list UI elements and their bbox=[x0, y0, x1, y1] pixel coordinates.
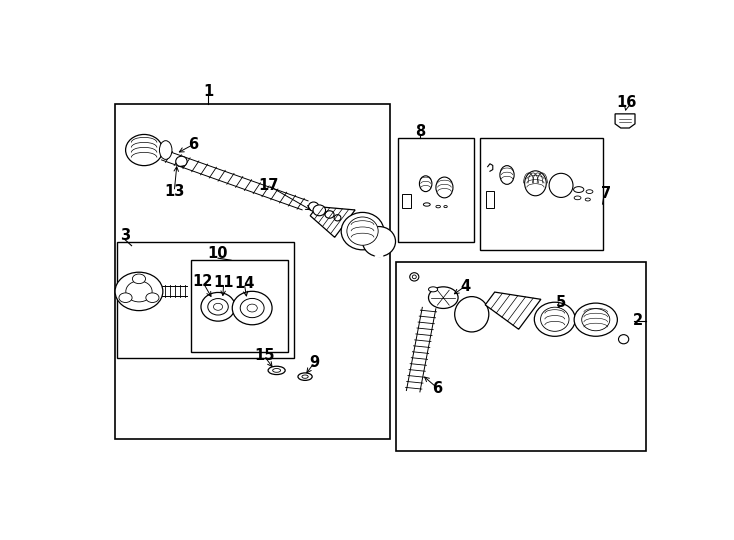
Ellipse shape bbox=[341, 212, 384, 250]
Ellipse shape bbox=[325, 211, 334, 218]
Ellipse shape bbox=[347, 217, 378, 245]
Ellipse shape bbox=[132, 274, 145, 284]
Bar bbox=[398, 138, 474, 241]
Ellipse shape bbox=[240, 299, 264, 318]
Ellipse shape bbox=[429, 287, 458, 308]
Text: 9: 9 bbox=[310, 355, 320, 369]
Ellipse shape bbox=[334, 215, 341, 221]
Bar bbox=[396, 262, 647, 451]
Ellipse shape bbox=[119, 293, 132, 302]
Text: 16: 16 bbox=[617, 94, 636, 110]
Text: 5: 5 bbox=[556, 295, 566, 310]
Ellipse shape bbox=[247, 304, 258, 312]
Ellipse shape bbox=[313, 205, 326, 216]
Ellipse shape bbox=[429, 287, 437, 292]
Ellipse shape bbox=[582, 309, 610, 330]
Ellipse shape bbox=[573, 187, 584, 192]
Ellipse shape bbox=[146, 293, 159, 302]
Polygon shape bbox=[485, 292, 541, 329]
Ellipse shape bbox=[574, 303, 617, 336]
Ellipse shape bbox=[302, 375, 308, 379]
Text: 12: 12 bbox=[192, 274, 213, 289]
Ellipse shape bbox=[214, 303, 222, 310]
Ellipse shape bbox=[159, 141, 172, 159]
Ellipse shape bbox=[549, 173, 573, 198]
Text: 4: 4 bbox=[460, 279, 470, 294]
Ellipse shape bbox=[540, 307, 569, 332]
Ellipse shape bbox=[500, 166, 514, 184]
Text: 6: 6 bbox=[188, 137, 198, 152]
Text: 2: 2 bbox=[633, 313, 643, 328]
Ellipse shape bbox=[410, 273, 419, 281]
Polygon shape bbox=[310, 207, 355, 237]
Ellipse shape bbox=[115, 272, 163, 310]
Text: 13: 13 bbox=[164, 184, 184, 199]
Bar bbox=[192, 260, 288, 352]
Ellipse shape bbox=[586, 190, 593, 193]
Bar bbox=[115, 104, 390, 439]
Ellipse shape bbox=[298, 373, 312, 380]
Text: 14: 14 bbox=[234, 275, 255, 291]
Ellipse shape bbox=[413, 275, 416, 279]
Ellipse shape bbox=[436, 205, 440, 208]
Ellipse shape bbox=[619, 335, 629, 344]
Text: 11: 11 bbox=[214, 275, 234, 290]
Bar bbox=[117, 241, 294, 358]
Ellipse shape bbox=[363, 227, 396, 256]
Ellipse shape bbox=[126, 281, 152, 302]
Ellipse shape bbox=[525, 171, 546, 196]
Text: 6: 6 bbox=[432, 381, 443, 396]
Polygon shape bbox=[615, 114, 635, 128]
Ellipse shape bbox=[201, 293, 235, 321]
Ellipse shape bbox=[272, 368, 280, 372]
Ellipse shape bbox=[454, 296, 489, 332]
Ellipse shape bbox=[419, 176, 432, 192]
Text: 15: 15 bbox=[254, 348, 275, 363]
Bar bbox=[486, 191, 495, 208]
Ellipse shape bbox=[175, 156, 187, 167]
Ellipse shape bbox=[424, 203, 430, 206]
Ellipse shape bbox=[444, 206, 447, 207]
Ellipse shape bbox=[436, 177, 453, 198]
Ellipse shape bbox=[232, 291, 272, 325]
Text: 7: 7 bbox=[601, 186, 611, 201]
Ellipse shape bbox=[585, 198, 590, 201]
Text: 1: 1 bbox=[203, 84, 214, 99]
Bar bbox=[402, 194, 411, 208]
Ellipse shape bbox=[126, 134, 162, 166]
Ellipse shape bbox=[208, 299, 228, 315]
Text: 3: 3 bbox=[120, 228, 130, 243]
Text: 10: 10 bbox=[208, 246, 228, 261]
Ellipse shape bbox=[574, 196, 581, 200]
Ellipse shape bbox=[268, 366, 286, 375]
Bar bbox=[480, 138, 603, 250]
Text: 8: 8 bbox=[415, 124, 425, 139]
Ellipse shape bbox=[308, 202, 319, 211]
Ellipse shape bbox=[534, 302, 575, 336]
Text: 17: 17 bbox=[258, 178, 278, 193]
